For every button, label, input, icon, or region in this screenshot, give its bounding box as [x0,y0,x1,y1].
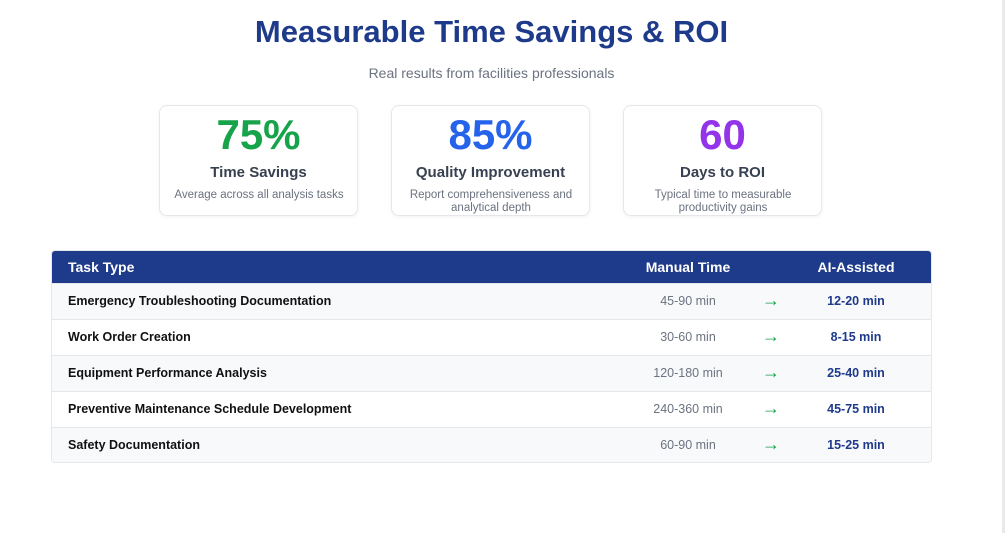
arrow-right-icon: → [762,398,780,418]
stat-label: Quality Improvement [415,164,566,181]
stat-value: 75% [216,111,301,158]
table-row: Work Order Creation 30-60 min → 8-15 min [52,319,931,355]
manual-time-cell: 30-60 min [660,330,716,344]
page-subtitle: Real results from facilities professiona… [368,65,615,81]
scrollbar-track [1002,0,1005,533]
ai-assisted-cell: 8-15 min [830,330,882,344]
manual-time-cell: 240-360 min [653,402,723,416]
stat-label: Time Savings [210,164,307,181]
table-row: Safety Documentation 60-90 min → 15-25 m… [52,427,931,462]
header-manual-time: Manual Time [645,259,731,275]
stat-card-quality-improvement: 85% Quality Improvement Report comprehen… [391,105,590,216]
table-row: Emergency Troubleshooting Documentation … [52,283,931,319]
manual-time-cell: 45-90 min [660,294,716,308]
table-row: Preventive Maintenance Schedule Developm… [52,391,931,427]
manual-time-cell: 60-90 min [660,438,716,452]
task-type-cell: Work Order Creation [68,330,191,344]
arrow-right-icon: → [762,290,780,310]
ai-assisted-cell: 25-40 min [827,366,885,380]
arrow-right-icon: → [762,434,780,454]
stat-description: Report comprehensiveness and analytical … [409,189,573,214]
stat-label: Days to ROI [679,164,766,181]
ai-assisted-cell: 12-20 min [827,294,885,308]
stat-description: Typical time to measurable productivity … [654,189,792,214]
arrow-right-icon: → [762,362,780,382]
stat-description: Average across all analysis tasks [174,189,344,201]
manual-time-cell: 120-180 min [653,366,723,380]
header-ai-assisted: AI-Assisted [817,259,895,275]
task-type-cell: Preventive Maintenance Schedule Developm… [68,402,352,416]
arrow-right-icon: → [762,326,780,346]
stat-card-time-savings: 75% Time Savings Average across all anal… [159,105,358,216]
page-title: Measurable Time Savings & ROI [254,14,729,49]
task-type-cell: Safety Documentation [68,438,200,452]
comparison-table: Task Type Manual Time AI-Assisted Emerge… [51,250,932,463]
stat-value: 60 [699,111,746,158]
table-header: Task Type Manual Time AI-Assisted [52,251,931,283]
stat-card-days-to-roi: 60 Days to ROI Typical time to measurabl… [623,105,822,216]
stat-value: 85% [448,111,533,158]
table-row: Equipment Performance Analysis 120-180 m… [52,355,931,391]
ai-assisted-cell: 45-75 min [827,402,885,416]
task-type-cell: Emergency Troubleshooting Documentation [68,294,332,308]
ai-assisted-cell: 15-25 min [827,438,885,452]
task-type-cell: Equipment Performance Analysis [68,366,267,380]
header-task-type: Task Type [68,259,135,275]
